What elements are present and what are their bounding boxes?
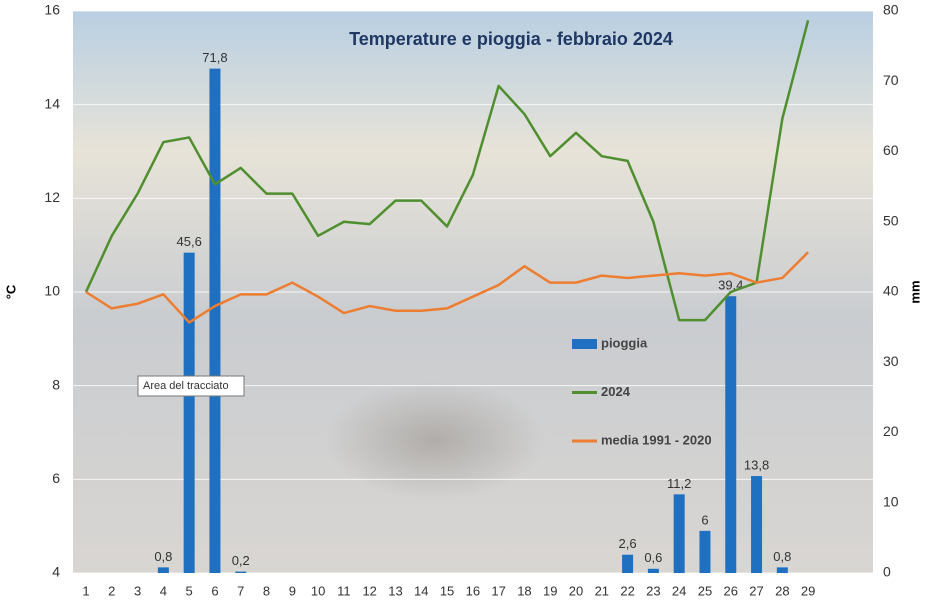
x-tick-label: 18: [517, 583, 531, 598]
x-tick-label: 13: [388, 583, 402, 598]
x-tick-label: 15: [440, 583, 454, 598]
bar: [725, 296, 737, 573]
data-label: 13,8: [744, 457, 769, 472]
legend-label: media 1991 - 2020: [601, 432, 712, 447]
x-tick-label: 17: [491, 583, 505, 598]
x-tick-label: 28: [775, 583, 789, 598]
legend-swatch: [572, 339, 597, 349]
y2-tick-label: 10: [883, 493, 899, 509]
data-label: 0,8: [773, 549, 791, 564]
y-tick-label: 14: [44, 95, 60, 111]
y-tick-label: 16: [44, 2, 60, 18]
cloud: [325, 380, 545, 500]
x-tick-label: 16: [466, 583, 480, 598]
line: [85, 251, 810, 324]
data-label: 0,6: [644, 550, 662, 565]
bar: [235, 571, 247, 573]
x-tick-label: 8: [263, 583, 270, 598]
data-label: 71,8: [202, 50, 227, 65]
x-tick-label: 4: [160, 583, 167, 598]
bar: [183, 252, 195, 573]
y-tick-label: 6: [52, 470, 60, 486]
data-label: 11,2: [667, 476, 691, 491]
x-tick-label: 20: [569, 583, 583, 598]
x-tick-label: 24: [672, 583, 686, 598]
x-tick-label: 10: [311, 583, 325, 598]
x-tick-label: 2: [108, 583, 115, 598]
y2-axis-title: mm: [907, 280, 922, 303]
data-label: 0,8: [154, 549, 172, 564]
bar: [209, 68, 221, 573]
legend-label: pioggia: [601, 335, 648, 350]
bar: [699, 530, 711, 573]
x-tick-label: 22: [620, 583, 634, 598]
y-axis-title: °C: [3, 284, 18, 299]
y-tick-label: 8: [52, 376, 60, 392]
y2-tick-label: 30: [883, 353, 899, 369]
x-tick-label: 27: [749, 583, 763, 598]
bar: [647, 568, 659, 573]
bar: [751, 476, 763, 573]
y2-tick-label: 0: [883, 564, 891, 580]
x-tick-label: 29: [801, 583, 815, 598]
tooltip-box: [137, 375, 245, 397]
y2-tick-label: 80: [883, 2, 899, 18]
tooltip-text: Area del tracciato: [143, 380, 229, 392]
bar: [622, 554, 634, 573]
data-label: 0,2: [232, 553, 250, 568]
chart-title: Temperature e pioggia - febbraio 2024: [349, 29, 673, 49]
y2-tick-label: 60: [883, 142, 899, 158]
legend-label: 2024: [601, 384, 631, 399]
x-tick-label: 9: [289, 583, 296, 598]
x-tick-label: 7: [237, 583, 244, 598]
bar: [157, 567, 169, 573]
line: [84, 20, 810, 322]
data-label: 39,4: [718, 278, 743, 293]
y-tick-label: 10: [44, 283, 60, 299]
y-tick-label: 12: [44, 189, 60, 205]
x-tick-label: 12: [362, 583, 376, 598]
bar: [673, 494, 685, 573]
y2-tick-label: 20: [883, 423, 899, 439]
y-tick-label: 4: [52, 564, 60, 580]
x-tick-label: 11: [337, 583, 351, 598]
y2-tick-label: 70: [883, 72, 899, 88]
x-tick-label: 19: [543, 583, 557, 598]
data-label: 2,6: [619, 536, 637, 551]
y2-tick-label: 40: [883, 283, 899, 299]
y2-tick-label: 50: [883, 212, 899, 228]
tooltip: Area del tracciato: [137, 375, 245, 397]
x-tick-label: 21: [595, 583, 609, 598]
data-label: 45,6: [177, 234, 202, 249]
x-tick-label: 6: [211, 583, 218, 598]
data-label: 6: [701, 512, 708, 527]
x-tick-label: 26: [724, 583, 738, 598]
x-tick-label: 5: [186, 583, 193, 598]
x-tick-label: 25: [698, 583, 712, 598]
bar: [776, 567, 788, 573]
x-tick-label: 3: [134, 583, 141, 598]
x-tick-label: 23: [646, 583, 660, 598]
x-tick-label: 1: [82, 583, 89, 598]
x-tick-label: 14: [414, 583, 428, 598]
